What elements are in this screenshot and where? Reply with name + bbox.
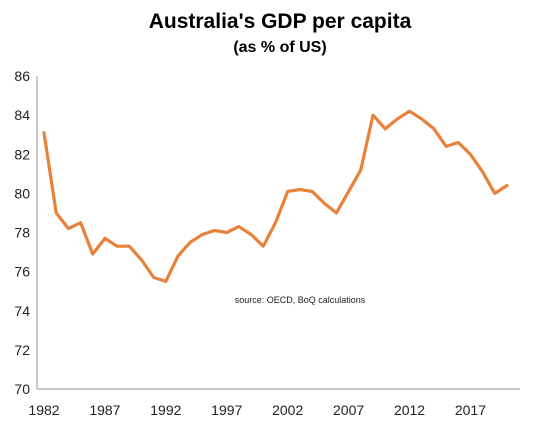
y-tick-label: 76: [14, 264, 30, 280]
x-tick-label: 1982: [28, 402, 59, 418]
x-tick-label: 2007: [333, 402, 364, 418]
y-tick-label: 82: [14, 146, 30, 162]
y-tick-label: 86: [14, 68, 30, 84]
y-tick-label: 84: [14, 107, 30, 123]
y-tick-label: 72: [14, 342, 30, 358]
y-tick-label: 78: [14, 225, 30, 241]
x-tick-label: 1997: [211, 402, 242, 418]
x-tick-label: 2017: [455, 402, 486, 418]
y-tick-label: 80: [14, 185, 30, 201]
axes: [36, 76, 520, 390]
chart-subtitle: (as % of US): [233, 39, 326, 56]
series-group: [42, 109, 509, 283]
x-tick-label: 2012: [394, 402, 425, 418]
x-tick-label: 2002: [272, 402, 303, 418]
y-tick-label: 70: [14, 381, 30, 397]
source-annotation: source: OECD, BoQ calculations: [235, 295, 366, 305]
x-tick-label: 1992: [150, 402, 181, 418]
x-tick-label: 1987: [89, 402, 120, 418]
tick-labels: 70 72 74 76 78 80 82 84 86 1982 1987 1992 1997 2002 20…: [14, 68, 486, 418]
y-tick-label: 74: [14, 303, 30, 319]
chart-title: Australia's GDP per capita: [149, 10, 412, 33]
series-line: [42, 109, 509, 283]
